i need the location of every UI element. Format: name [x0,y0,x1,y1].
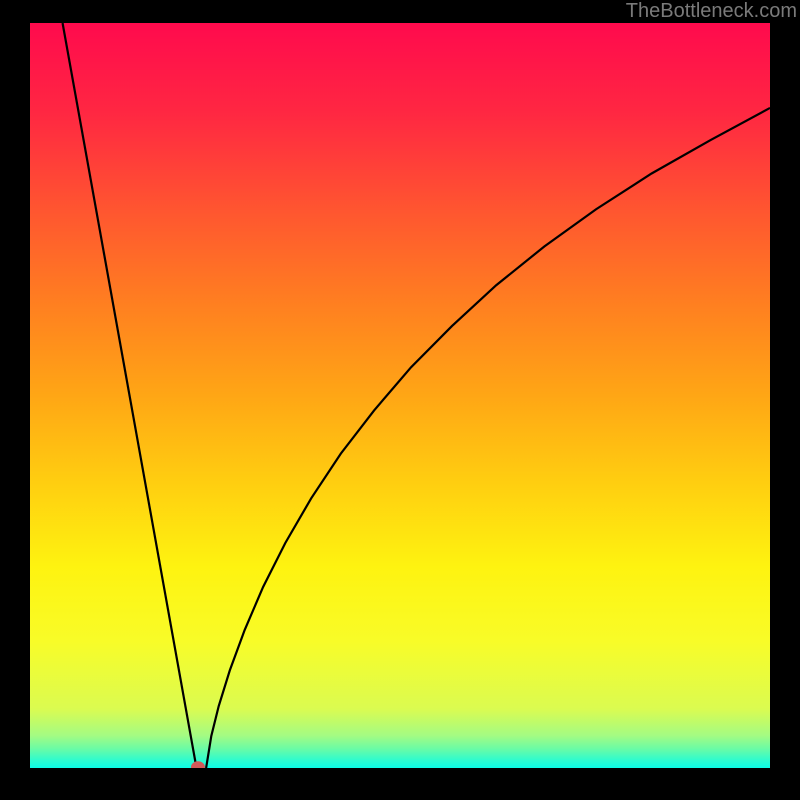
optimal-point-marker [30,23,770,768]
chart-container: TheBottleneck.com [0,0,800,800]
plot-area [30,23,770,768]
attribution-text: TheBottleneck.com [626,0,797,23]
